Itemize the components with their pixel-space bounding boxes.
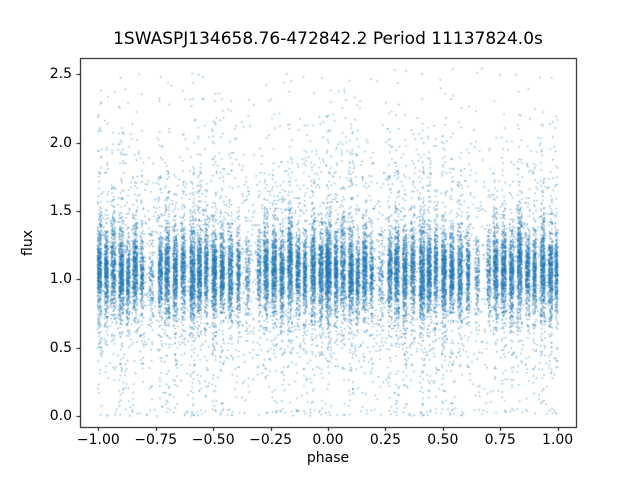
x-tick-label: 0.50 xyxy=(427,432,459,448)
y-tick-label: 2.5 xyxy=(49,66,72,83)
chart-title: 1SWASPJ134658.76-472842.2 Period 1113782… xyxy=(113,29,543,49)
y-axis-label: flux xyxy=(20,230,36,256)
x-axis-label: phase xyxy=(306,450,350,466)
x-tick-label: 1.00 xyxy=(542,432,574,448)
y-tick-label: 1.5 xyxy=(49,203,72,220)
x-tick-label: −0.50 xyxy=(191,432,235,448)
x-tick-label: −0.25 xyxy=(249,432,293,448)
y-tick-label: 0.0 xyxy=(49,408,72,425)
y-tick-label: 1.0 xyxy=(49,271,72,288)
x-tick-label: −1.00 xyxy=(76,432,120,448)
x-tick-label: −0.75 xyxy=(134,432,178,448)
x-tick-label: 0.25 xyxy=(369,432,401,448)
x-tick-label: 0.00 xyxy=(312,432,344,448)
x-tick-label: 0.75 xyxy=(484,432,516,448)
y-tick-label: 2.0 xyxy=(49,134,72,151)
y-tick-label: 0.5 xyxy=(49,339,72,356)
